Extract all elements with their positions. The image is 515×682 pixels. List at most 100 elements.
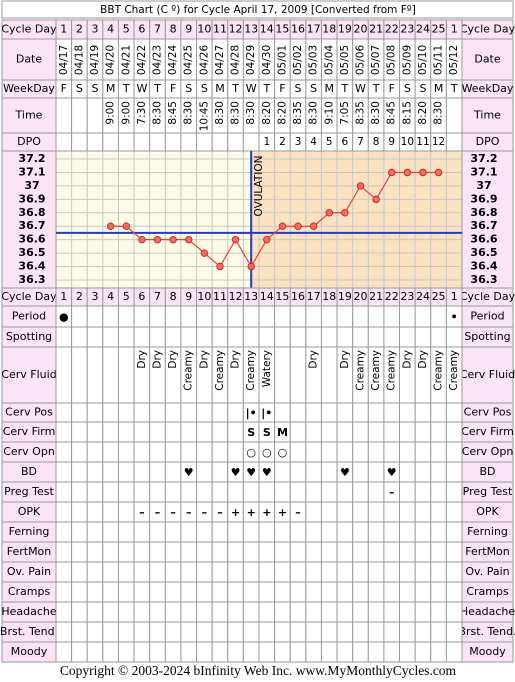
cell <box>211 421 229 443</box>
cell <box>258 561 276 583</box>
cell <box>196 326 213 348</box>
cell <box>399 461 416 483</box>
cell <box>289 421 307 443</box>
weekday: T <box>341 82 349 95</box>
cell <box>180 132 198 152</box>
date: 04/24 <box>167 45 179 76</box>
date: 05/04 <box>323 45 335 76</box>
cell <box>305 541 322 563</box>
cell <box>117 481 135 503</box>
cell <box>196 581 213 603</box>
cell <box>352 561 369 583</box>
cell <box>180 641 198 663</box>
cell <box>274 601 291 623</box>
cell <box>227 641 244 663</box>
cell <box>445 402 463 423</box>
dpo: 11 <box>416 136 429 148</box>
cell <box>320 641 338 663</box>
symptom-mark: |• <box>261 407 272 420</box>
weekday: M <box>215 82 225 95</box>
symptom-mark: ♥ <box>246 466 256 479</box>
row-label: WeekDay <box>462 82 514 95</box>
cycle-day: 4 <box>107 290 114 303</box>
cell <box>305 402 322 423</box>
cell <box>149 641 166 663</box>
row-label: Spotting <box>6 330 52 343</box>
cell <box>164 461 182 483</box>
symptom-mark: S <box>247 426 255 439</box>
cell <box>71 581 88 603</box>
cell <box>196 461 213 483</box>
cell <box>180 402 198 423</box>
cerv-fluid: Dry <box>167 350 179 369</box>
cell <box>55 402 73 423</box>
cell <box>242 541 260 563</box>
date: 05/10 <box>417 45 429 75</box>
cell <box>258 641 276 663</box>
row-label: Period <box>470 310 504 323</box>
cell <box>336 581 354 603</box>
cell <box>71 481 88 503</box>
weekday: F <box>61 82 67 95</box>
cell <box>289 621 307 643</box>
cell <box>1 97 57 134</box>
cell <box>414 521 432 543</box>
cell <box>289 326 307 348</box>
cell <box>352 641 369 663</box>
cycle-day: 1 <box>60 290 67 303</box>
cell <box>55 132 73 152</box>
cell <box>258 581 276 603</box>
cell <box>383 402 401 423</box>
cell <box>196 481 213 503</box>
cell <box>352 305 369 328</box>
cell <box>55 621 73 643</box>
y-tick-label: 36.6 <box>18 233 45 246</box>
weekday: T <box>262 82 270 95</box>
cell <box>117 326 135 348</box>
cell <box>211 561 229 583</box>
time: 8:20 <box>276 101 288 125</box>
date: 04/21 <box>120 45 132 75</box>
cell <box>133 402 151 423</box>
cell <box>55 97 73 134</box>
time: 8:30 <box>308 101 320 125</box>
date: 04/27 <box>214 45 226 75</box>
cell <box>164 402 182 423</box>
cell <box>430 521 447 543</box>
cell <box>86 421 104 443</box>
cycle-day: 3 <box>92 23 99 36</box>
cell <box>242 581 260 603</box>
cell <box>336 402 354 423</box>
cell <box>274 305 291 328</box>
row-label: Time <box>15 109 43 122</box>
date: 04/17 <box>58 45 70 75</box>
cell <box>227 521 244 543</box>
cell <box>180 601 198 623</box>
row-label: Brst. Tend. <box>458 625 515 638</box>
cell <box>211 402 229 423</box>
cell <box>445 132 463 152</box>
time: 9:00 <box>120 101 132 125</box>
cerv-fluid: Dry <box>417 350 429 369</box>
weekday: S <box>295 82 302 95</box>
row-label: Cerv Fluid <box>460 368 515 381</box>
cell <box>86 461 104 483</box>
cell <box>149 132 166 152</box>
cell <box>367 421 385 443</box>
row-label: Cycle Day <box>1 290 57 303</box>
cell <box>289 346 307 404</box>
cerv-fluid: Dry <box>308 350 320 369</box>
time: 7:05 <box>339 101 351 125</box>
cell <box>430 441 447 463</box>
cell <box>71 621 88 643</box>
cell <box>133 521 151 543</box>
cycle-day: 19 <box>338 23 352 36</box>
cerv-fluid: Dry <box>152 350 164 369</box>
cell <box>102 501 119 523</box>
cerv-fluid: Dry <box>401 350 413 369</box>
symptom-mark: ♥ <box>262 466 272 479</box>
cell <box>383 581 401 603</box>
weekday: F <box>389 82 395 95</box>
cell <box>164 305 182 328</box>
cell <box>289 461 307 483</box>
